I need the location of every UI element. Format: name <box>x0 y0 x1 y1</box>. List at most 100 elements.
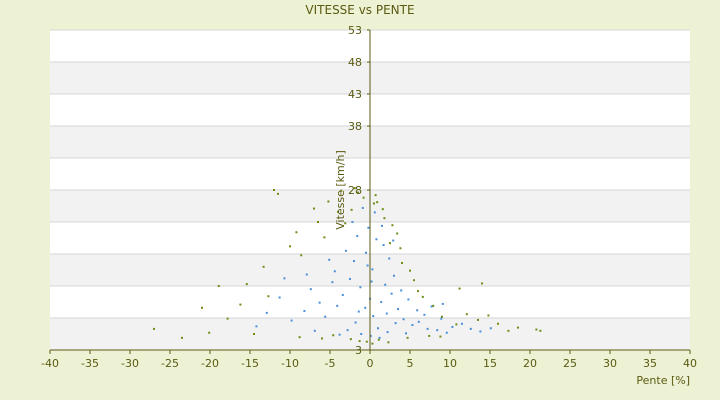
y-tick-label: 38 <box>348 120 362 133</box>
data-point-series-1 <box>341 293 344 296</box>
data-point-series-1 <box>381 224 383 227</box>
x-tick-label: 35 <box>643 357 657 370</box>
data-point-series-1 <box>430 305 433 308</box>
x-tick-label: -25 <box>161 357 179 370</box>
data-point-series-2 <box>417 290 419 293</box>
data-point-series-2 <box>349 338 352 341</box>
x-tick-label: 40 <box>683 357 697 370</box>
data-point-series-2 <box>391 224 394 227</box>
data-point-series-2 <box>273 189 275 191</box>
data-point-series-2 <box>535 328 538 331</box>
y-tick-label: 3 <box>355 344 362 357</box>
data-point-series-1 <box>402 318 405 321</box>
y-tick-label: 28 <box>348 184 362 197</box>
data-point-series-2 <box>409 269 411 272</box>
data-point-series-2 <box>323 236 326 239</box>
data-point-series-1 <box>265 311 268 314</box>
data-point-series-2 <box>350 208 353 211</box>
data-point-series-2 <box>481 282 483 285</box>
data-point-series-1 <box>451 325 454 328</box>
data-point-series-1 <box>380 301 383 303</box>
data-point-series-1 <box>416 309 419 312</box>
data-point-series-2 <box>153 327 155 330</box>
data-point-series-2 <box>376 201 379 204</box>
data-point-series-2 <box>406 336 409 339</box>
x-tick-label: -10 <box>281 357 299 370</box>
data-point-series-1 <box>377 327 379 330</box>
data-point-series-2 <box>353 187 356 190</box>
data-point-series-1 <box>385 312 388 315</box>
data-point-series-1 <box>349 277 351 280</box>
x-tick-label: -15 <box>241 357 259 370</box>
data-point-series-1 <box>309 288 312 291</box>
data-point-series-2 <box>344 222 347 225</box>
x-tick-labels: -40 -35 -30 -25 -20 -15 -10 -5 0 5 10 15 20 25 30 35 40 <box>41 350 697 370</box>
chart-title: VITESSE vs PENTE <box>305 3 414 17</box>
data-point-series-1 <box>361 206 364 209</box>
data-point-series-1 <box>356 235 359 238</box>
data-point-series-1 <box>407 298 410 301</box>
data-point-series-2 <box>365 340 368 343</box>
data-point-series-2 <box>421 295 424 298</box>
data-point-series-1 <box>313 329 316 332</box>
data-point-series-1 <box>411 324 414 327</box>
data-point-series-2 <box>277 192 279 195</box>
data-point-series-1 <box>378 336 381 339</box>
data-point-series-1 <box>440 317 443 320</box>
data-point-series-2 <box>413 279 415 282</box>
data-point-series-1 <box>489 327 492 330</box>
data-point-series-1 <box>360 333 363 335</box>
data-point-series-1 <box>417 320 420 323</box>
data-point-series-2 <box>289 245 291 248</box>
data-point-series-2 <box>477 318 479 321</box>
data-point-series-1 <box>390 292 393 295</box>
data-point-series-2 <box>253 333 255 335</box>
data-point-series-2 <box>441 315 443 318</box>
data-point-series-1 <box>366 264 369 267</box>
data-point-series-2 <box>245 283 248 286</box>
x-tick-label: 10 <box>443 357 457 370</box>
data-point-series-2 <box>439 335 442 338</box>
data-point-series-1 <box>371 268 374 271</box>
x-tick-label: 5 <box>407 357 414 370</box>
data-point-series-2 <box>396 232 399 235</box>
data-point-series-2 <box>458 287 461 290</box>
data-point-series-1 <box>479 330 482 333</box>
x-tick-label: 25 <box>563 357 577 370</box>
y-tick-label: 53 <box>348 24 362 37</box>
y-tick-labels: 53 48 43 38 28 3 <box>348 24 370 357</box>
data-point-series-2 <box>262 265 265 268</box>
data-point-series-2 <box>298 336 301 339</box>
data-point-series-2 <box>465 313 468 316</box>
data-point-series-2 <box>387 341 390 344</box>
data-point-series-2 <box>300 254 303 257</box>
data-point-series-1 <box>364 306 367 309</box>
x-tick-label: -5 <box>325 357 336 370</box>
data-point-series-2 <box>362 196 365 199</box>
data-point-series-2 <box>373 202 375 205</box>
data-point-series-2 <box>399 247 402 250</box>
data-point-series-1 <box>365 251 367 254</box>
data-point-series-2 <box>358 340 361 343</box>
data-point-series-2 <box>374 194 377 197</box>
data-point-series-1 <box>405 332 407 335</box>
data-point-series-1 <box>303 309 306 312</box>
data-point-series-1 <box>351 221 354 223</box>
data-point-series-1 <box>283 277 286 280</box>
data-point-series-1 <box>367 226 370 229</box>
data-point-series-1 <box>461 322 463 325</box>
data-point-series-2 <box>267 295 270 298</box>
data-point-series-1 <box>394 322 397 325</box>
data-point-series-1 <box>354 321 357 324</box>
data-point-series-1 <box>338 333 341 336</box>
data-point-series-1 <box>370 280 373 283</box>
data-point-series-1 <box>392 239 395 242</box>
data-point-series-1 <box>346 329 349 332</box>
data-point-series-1 <box>345 249 347 252</box>
data-point-series-1 <box>441 302 444 305</box>
data-point-series-1 <box>400 289 403 292</box>
data-point-series-2 <box>313 207 315 210</box>
data-point-series-1 <box>469 327 472 330</box>
data-point-series-2 <box>181 336 183 339</box>
